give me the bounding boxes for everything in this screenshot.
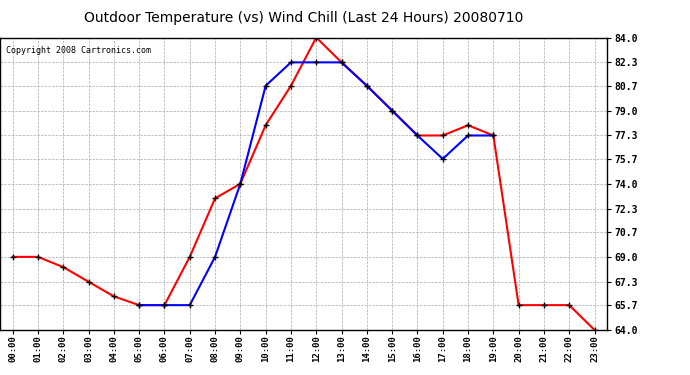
Text: Outdoor Temperature (vs) Wind Chill (Last 24 Hours) 20080710: Outdoor Temperature (vs) Wind Chill (Las… bbox=[84, 11, 523, 25]
Text: Copyright 2008 Cartronics.com: Copyright 2008 Cartronics.com bbox=[6, 46, 151, 55]
